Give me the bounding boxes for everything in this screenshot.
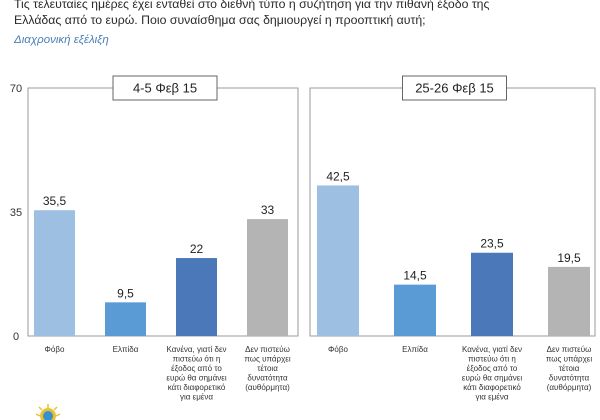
sun-logo-icon — [36, 404, 61, 420]
survey-question: Τις τελευταίες ημέρες έχει ενταθεί στο δ… — [14, 0, 490, 27]
category-label-0-2-1: πιστεύω ότι η — [173, 355, 221, 364]
category-label-1-2-0: Κανένα, γιατί δεν — [462, 345, 522, 354]
bar-value-label-1-1: 14,5 — [403, 269, 427, 283]
category-label-1-3-2: τέτοια — [559, 364, 580, 373]
category-label-0-2-2: έξοδος από το — [171, 364, 222, 373]
bar-value-label-1-3: 19,5 — [557, 251, 581, 265]
category-label-1-2-4: κάτι διαφορετικό — [463, 383, 521, 392]
category-label-0-3-3: δυνατότητα — [247, 374, 288, 383]
bar-value-label-0-3: 33 — [261, 203, 275, 217]
category-label-1-3-3: δυνατότητα — [549, 374, 590, 383]
bar-value-label-0-2: 22 — [190, 242, 204, 256]
category-label-1-3-4: (αυθόρμητα) — [547, 383, 592, 392]
panel-label-box-0 — [112, 75, 218, 101]
category-label-1-3-1: πως υπάρχει — [546, 355, 592, 364]
chart-subtitle: Διαχρονική εξέλιξη — [14, 34, 109, 46]
category-label-0-1-0: Ελπίδα — [113, 345, 139, 354]
y-tick-label-0: 0 — [13, 331, 19, 343]
category-label-0-2-5: για εμένα — [180, 393, 213, 402]
bar-value-label-1-0: 42,5 — [326, 169, 350, 183]
category-label-0-3-4: (αυθόρμητα) — [245, 383, 290, 392]
category-label-1-2-1: πιστεύω ότι η — [468, 355, 516, 364]
bar-0-3 — [247, 219, 288, 336]
panel-label-1: 25-26 Φεβ 15 — [415, 81, 494, 96]
bar-0-2 — [176, 258, 217, 336]
category-label-0-2-3: ευρώ θα σημάνει — [166, 374, 226, 383]
bar-1-3 — [548, 266, 590, 336]
bar-value-label-0-0: 35,5 — [43, 194, 67, 208]
panel-label-0: 4-5 Φεβ 15 — [133, 81, 197, 96]
y-tick-label-1: 35 — [10, 207, 22, 219]
category-label-0-3-0: Δεν πιστεύω — [245, 345, 290, 354]
category-label-1-3-0: Δεν πιστεύω — [547, 345, 592, 354]
category-label-1-2-2: έξοδος από το — [467, 364, 518, 373]
category-label-1-2-3: ευρώ θα σημάνει — [462, 374, 522, 383]
bar-1-0 — [317, 185, 359, 336]
bar-value-label-1-2: 23,5 — [480, 237, 504, 251]
bar-1-1 — [394, 284, 436, 336]
bar-1-2 — [471, 252, 513, 336]
category-label-1-1-0: Ελπίδα — [402, 345, 428, 354]
category-label-0-2-4: κάτι διαφορετικό — [168, 383, 226, 392]
category-label-1-2-5: για εμένα — [476, 393, 509, 402]
category-label-0-0-0: Φόβο — [45, 345, 65, 354]
panel-label-box-1 — [402, 75, 507, 101]
category-label-0-3-1: πως υπάρχει — [244, 355, 290, 364]
category-label-0-3-2: τέτοια — [257, 364, 278, 373]
bar-0-1 — [105, 302, 146, 336]
category-label-0-2-0: Κανένα, γιατί δεν — [166, 345, 226, 354]
bar-0-0 — [34, 210, 75, 336]
y-tick-label-2: 70 — [10, 83, 22, 95]
category-label-1-0-0: Φόβο — [328, 345, 348, 354]
bar-value-label-0-1: 9,5 — [117, 286, 134, 300]
